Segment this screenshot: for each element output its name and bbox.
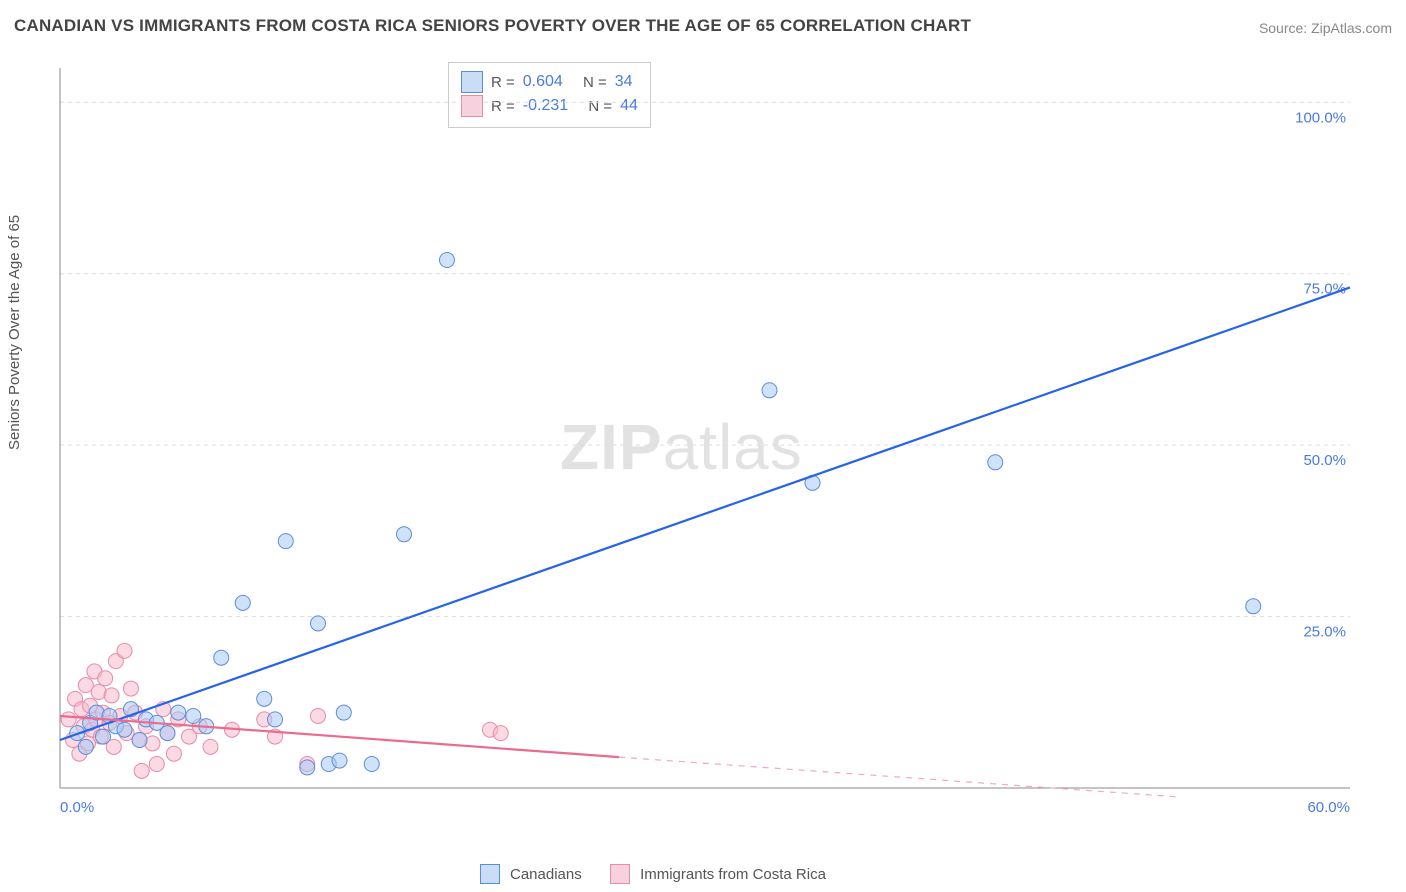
svg-text:50.0%: 50.0%: [1303, 452, 1346, 469]
data-point-canadians: [762, 383, 777, 398]
scatter-plot: 25.0%50.0%75.0%100.0%0.0%60.0%: [52, 60, 1392, 830]
data-point-canadians: [397, 527, 412, 542]
data-point-immigrants: [166, 746, 181, 761]
svg-text:25.0%: 25.0%: [1303, 624, 1346, 641]
svg-text:60.0%: 60.0%: [1307, 799, 1350, 816]
chart-title: CANADIAN VS IMMIGRANTS FROM COSTA RICA S…: [14, 16, 971, 36]
legend-swatch-blue: [480, 864, 500, 884]
data-point-immigrants: [61, 712, 76, 727]
trend-line-canadians: [60, 287, 1350, 740]
data-point-canadians: [186, 709, 201, 724]
data-point-immigrants: [104, 688, 119, 703]
data-point-canadians: [278, 534, 293, 549]
data-point-canadians: [214, 650, 229, 665]
data-point-canadians: [364, 757, 379, 772]
data-point-immigrants: [493, 726, 508, 741]
data-point-immigrants: [98, 671, 113, 686]
data-point-immigrants: [134, 763, 149, 778]
chart-container: CANADIAN VS IMMIGRANTS FROM COSTA RICA S…: [0, 0, 1406, 892]
data-point-canadians: [311, 616, 326, 631]
svg-text:100.0%: 100.0%: [1295, 109, 1346, 126]
data-point-canadians: [332, 753, 347, 768]
source-prefix: Source:: [1259, 20, 1311, 36]
data-point-immigrants: [117, 643, 132, 658]
legend-label-immigrants: Immigrants from Costa Rica: [640, 866, 826, 883]
data-point-canadians: [1246, 599, 1261, 614]
data-point-immigrants: [311, 709, 326, 724]
data-point-canadians: [78, 739, 93, 754]
svg-text:0.0%: 0.0%: [60, 799, 94, 816]
data-point-canadians: [160, 726, 175, 741]
data-point-canadians: [268, 712, 283, 727]
source-link[interactable]: ZipAtlas.com: [1311, 20, 1392, 36]
data-point-canadians: [336, 705, 351, 720]
data-point-canadians: [300, 760, 315, 775]
data-point-canadians: [235, 595, 250, 610]
legend-label-canadians: Canadians: [510, 866, 582, 883]
data-point-canadians: [257, 691, 272, 706]
data-point-immigrants: [203, 739, 218, 754]
data-point-canadians: [440, 253, 455, 268]
legend-series: Canadians Immigrants from Costa Rica: [480, 864, 826, 884]
data-point-canadians: [132, 733, 147, 748]
data-point-immigrants: [149, 757, 164, 772]
data-point-canadians: [171, 705, 186, 720]
source-attribution: Source: ZipAtlas.com: [1259, 20, 1392, 36]
data-point-immigrants: [123, 681, 138, 696]
y-axis-label: Seniors Poverty Over the Age of 65: [6, 215, 23, 450]
data-point-canadians: [96, 729, 111, 744]
legend-swatch-pink: [610, 864, 630, 884]
trend-line-immigrants-extrap: [619, 757, 1178, 797]
data-point-canadians: [988, 455, 1003, 470]
data-point-canadians: [117, 722, 132, 737]
